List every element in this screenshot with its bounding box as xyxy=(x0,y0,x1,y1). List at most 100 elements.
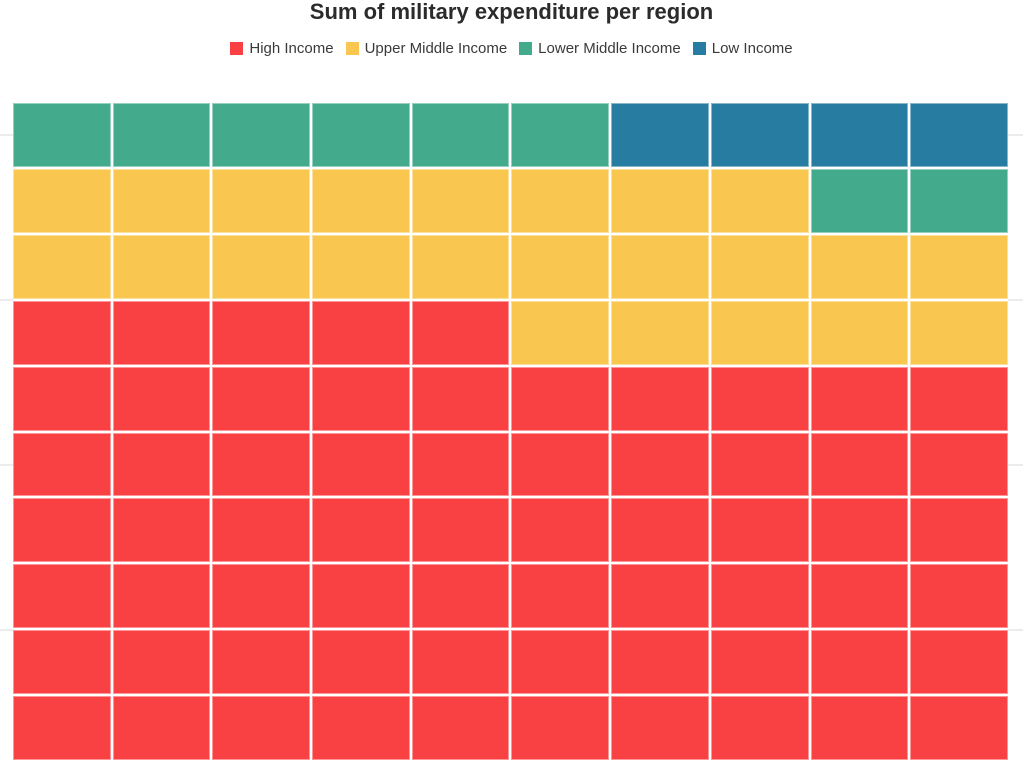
waffle-cell xyxy=(312,498,410,563)
waffle-cell xyxy=(910,432,1008,497)
waffle-cell xyxy=(112,103,211,167)
waffle-cell xyxy=(212,168,311,233)
waffle-cell xyxy=(810,696,909,760)
waffle-cell xyxy=(810,498,909,563)
waffle-cell xyxy=(511,630,610,695)
waffle-cell xyxy=(511,168,610,233)
waffle-cell xyxy=(710,564,809,629)
waffle-cell xyxy=(112,564,211,629)
waffle-cell xyxy=(212,432,311,497)
waffle-cell xyxy=(212,696,311,760)
waffle-cell xyxy=(910,234,1008,299)
waffle-cell xyxy=(212,498,311,563)
waffle-cell xyxy=(710,498,809,563)
chart-legend: High Income Upper Middle Income Lower Midd… xyxy=(0,39,1023,57)
waffle-cell xyxy=(710,234,809,299)
waffle-cell xyxy=(112,168,211,233)
waffle-cell xyxy=(611,564,709,629)
waffle-cell xyxy=(112,366,211,431)
waffle-cell xyxy=(910,300,1008,365)
waffle-cell xyxy=(611,366,709,431)
legend-swatch-icon xyxy=(692,41,706,55)
waffle-cell xyxy=(212,234,311,299)
waffle-cell xyxy=(411,300,510,365)
legend-label: Low Income xyxy=(711,39,793,57)
waffle-cell xyxy=(910,103,1008,167)
waffle-cell xyxy=(411,564,510,629)
waffle-cell xyxy=(511,432,610,497)
waffle-cell xyxy=(212,103,311,167)
waffle-cell xyxy=(511,498,610,563)
waffle-cell xyxy=(511,366,610,431)
waffle-cell xyxy=(13,168,111,233)
waffle-cell xyxy=(411,630,510,695)
waffle-cell xyxy=(411,432,510,497)
waffle-cell xyxy=(112,300,211,365)
waffle-cell xyxy=(312,630,410,695)
waffle-cell xyxy=(810,630,909,695)
waffle-cell xyxy=(910,498,1008,563)
waffle-cell xyxy=(411,696,510,760)
waffle-cell xyxy=(810,366,909,431)
waffle-cell xyxy=(13,432,111,497)
waffle-cell xyxy=(13,366,111,431)
waffle-cell xyxy=(611,103,709,167)
legend-item-lower-middle-income[interactable]: Lower Middle Income xyxy=(519,40,681,57)
waffle-cell xyxy=(511,234,610,299)
waffle-cell xyxy=(411,498,510,563)
waffle-cell xyxy=(312,168,410,233)
waffle-cell xyxy=(810,432,909,497)
waffle-cell xyxy=(13,498,111,563)
waffle-cell xyxy=(810,564,909,629)
waffle-cell xyxy=(13,564,111,629)
waffle-cell xyxy=(511,103,610,167)
waffle-cell xyxy=(112,498,211,563)
waffle-cell xyxy=(312,103,410,167)
waffle-cell xyxy=(112,696,211,760)
waffle-cell xyxy=(112,432,211,497)
waffle-cell xyxy=(910,696,1008,760)
waffle-cell xyxy=(13,300,111,365)
waffle-cell xyxy=(112,630,211,695)
waffle-cell xyxy=(810,300,909,365)
waffle-cell xyxy=(212,564,311,629)
waffle-cell xyxy=(312,366,410,431)
waffle-cell xyxy=(312,234,410,299)
waffle-cell xyxy=(611,234,709,299)
waffle-cell xyxy=(411,366,510,431)
waffle-cell xyxy=(611,300,709,365)
waffle-cell xyxy=(910,630,1008,695)
waffle-cell xyxy=(212,630,311,695)
waffle-cell xyxy=(710,168,809,233)
waffle-grid xyxy=(13,103,1008,760)
legend-swatch-icon xyxy=(345,41,359,55)
waffle-cell xyxy=(710,300,809,365)
waffle-cell xyxy=(511,696,610,760)
waffle-cell xyxy=(13,234,111,299)
waffle-cell xyxy=(13,630,111,695)
waffle-cell xyxy=(710,696,809,760)
waffle-cell xyxy=(611,630,709,695)
waffle-cell xyxy=(312,564,410,629)
waffle-cell xyxy=(312,432,410,497)
waffle-cell xyxy=(611,168,709,233)
waffle-cell xyxy=(212,366,311,431)
waffle-cell xyxy=(13,696,111,760)
legend-label: High Income xyxy=(249,39,334,57)
plot-area xyxy=(13,103,1008,760)
waffle-cell xyxy=(511,300,610,365)
waffle-cell xyxy=(312,696,410,760)
legend-label: Lower Middle Income xyxy=(538,39,681,57)
waffle-cell xyxy=(511,564,610,629)
legend-swatch-icon xyxy=(230,41,244,55)
legend-item-high-income[interactable]: High Income xyxy=(230,39,334,57)
waffle-cell xyxy=(710,432,809,497)
legend-item-low-income[interactable]: Low Income xyxy=(692,39,793,57)
waffle-cell xyxy=(13,103,111,167)
legend-item-upper-middle-income[interactable]: Upper Middle Income xyxy=(345,40,507,57)
waffle-cell xyxy=(910,564,1008,629)
waffle-cell xyxy=(910,168,1008,233)
legend-swatch-icon xyxy=(519,41,533,55)
waffle-cell xyxy=(212,300,311,365)
